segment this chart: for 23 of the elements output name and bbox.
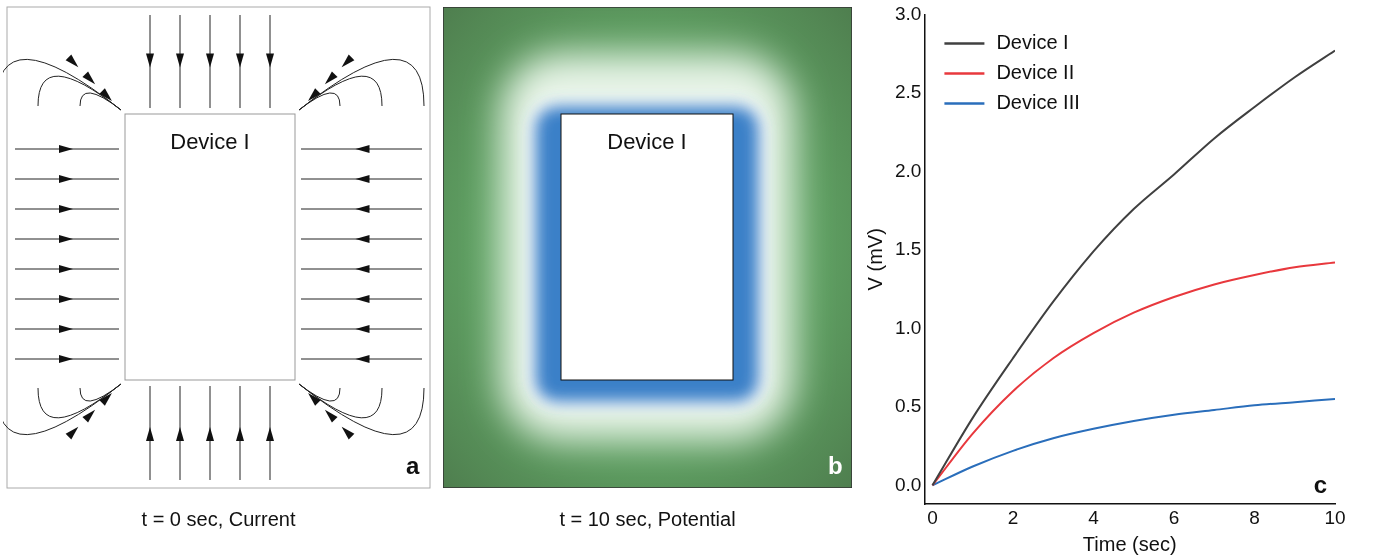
annotation: c (1313, 470, 1327, 498)
y-tick-label: 1.5 (894, 238, 922, 260)
text: Device I (606, 129, 688, 155)
text: b (828, 452, 843, 480)
x-tick-label: 6 (1168, 506, 1180, 528)
x-tick-label: 8 (1249, 506, 1260, 528)
legend-label: Device I (996, 30, 1069, 53)
text: t = 10 sec, Potential (558, 508, 737, 531)
x-tick-label: 2 (1007, 506, 1019, 528)
y-tick-label: 1.0 (894, 316, 922, 338)
y-tick-label: 3.0 (894, 2, 922, 24)
legend-label: Device II (996, 60, 1075, 83)
x-tick-label: 10 (1324, 506, 1346, 528)
x-tick-label: 4 (1088, 506, 1100, 528)
y-tick-label: 2.5 (894, 81, 922, 103)
y-tick-label: 0.0 (894, 473, 922, 495)
x-axis-title: Time (sec) (1082, 532, 1177, 555)
y-tick-label: 2.0 (894, 159, 922, 181)
x-tick-label: 0 (927, 506, 938, 528)
legend-label: Device III (996, 90, 1080, 113)
text: t = 0 sec, Current (140, 508, 297, 531)
y-axis-title: V (mV) (863, 228, 886, 291)
y-tick-label: 0.5 (894, 395, 922, 417)
